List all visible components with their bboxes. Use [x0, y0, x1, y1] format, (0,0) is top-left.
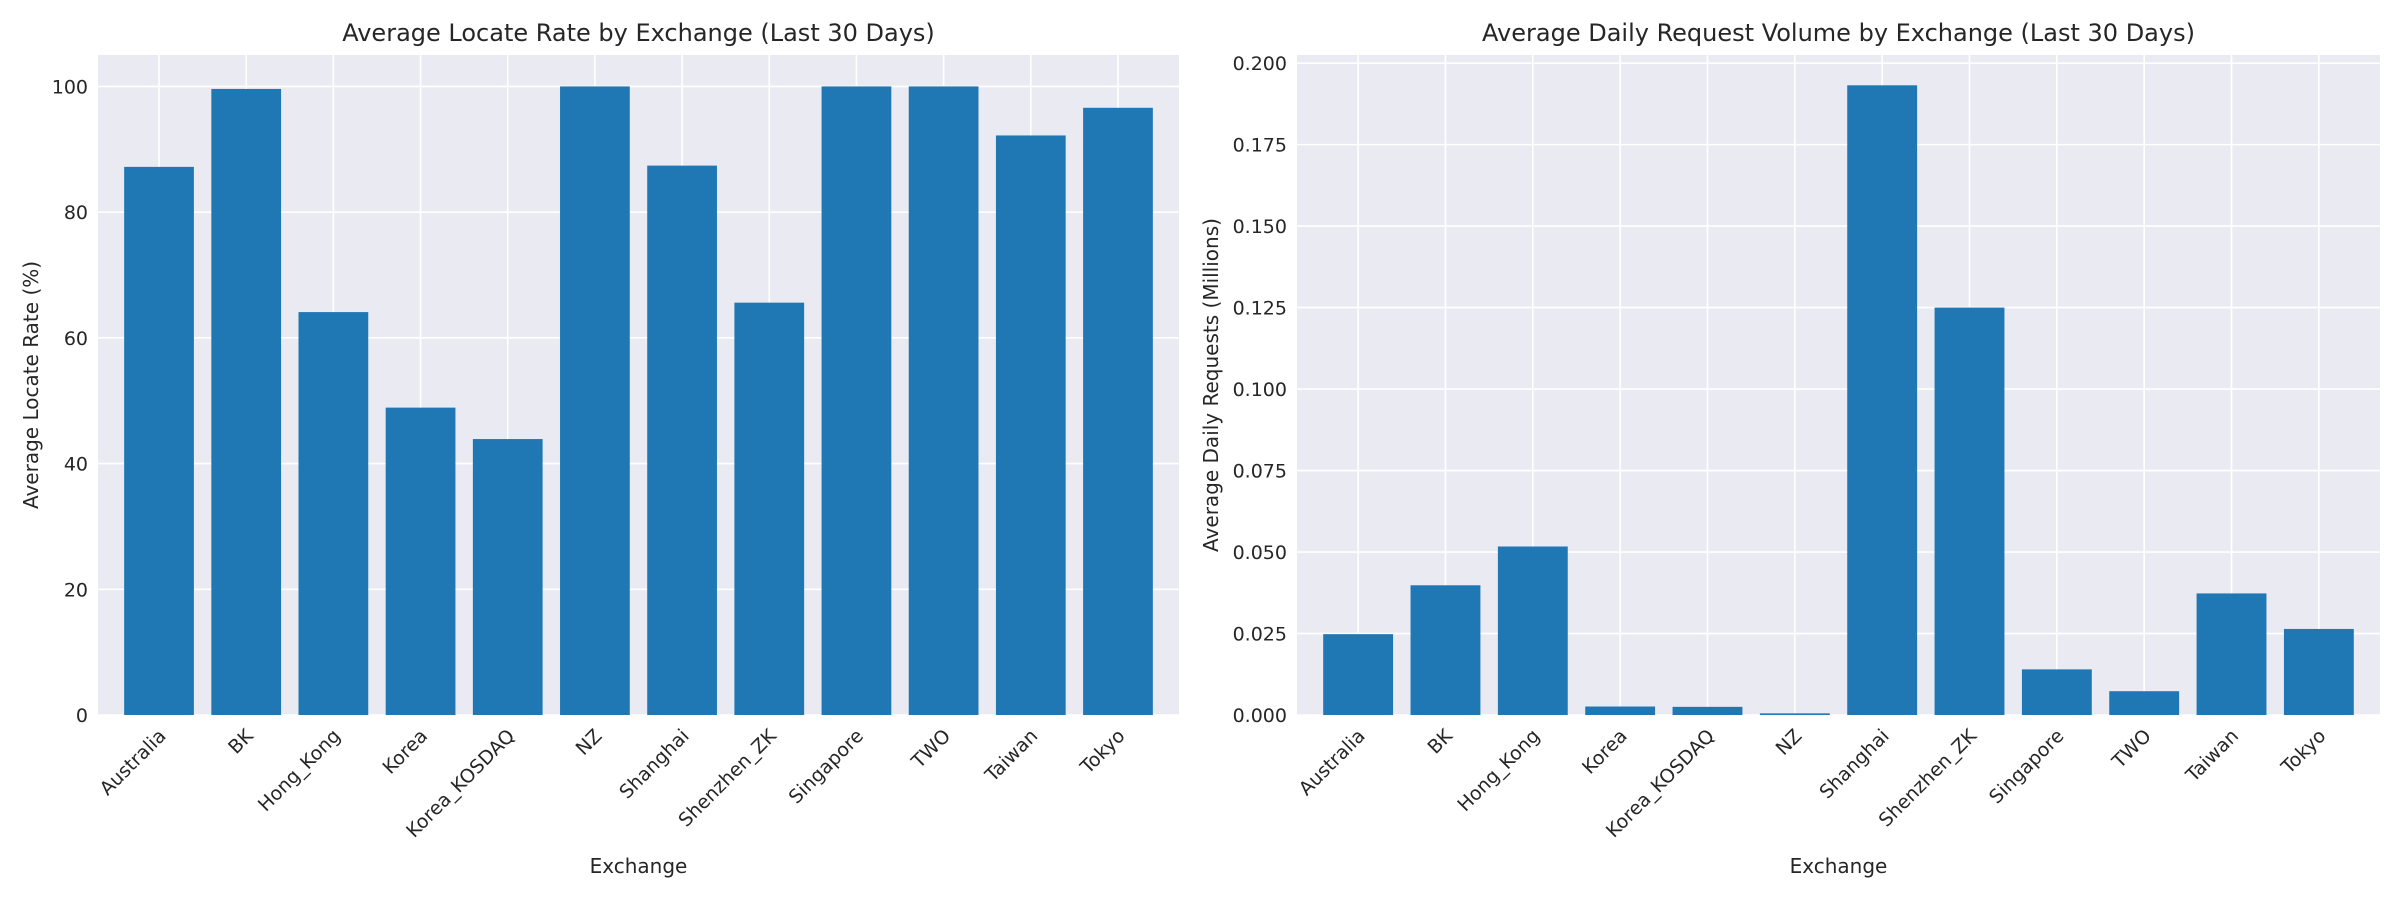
bar-tokyo — [1083, 107, 1153, 716]
bar-hong-kong — [1497, 546, 1568, 715]
bar-taiwan — [2196, 593, 2267, 715]
x-tick-label: Hong_Kong — [1453, 725, 1544, 816]
bars-locate-rate — [124, 86, 1153, 716]
x-tick-label: Shanghai — [615, 725, 693, 803]
chart-title-locate-rate: Average Locate Rate by Exchange (Last 30… — [342, 19, 935, 47]
y-tick-label: 0.050 — [1233, 542, 1287, 564]
y-tick-label: 80 — [64, 202, 88, 224]
bar-korea — [1585, 706, 1656, 715]
x-tick-label: Korea — [378, 725, 432, 779]
y-tick-label: 0.200 — [1233, 53, 1287, 75]
y-tick-label: 100 — [52, 76, 88, 98]
bar-two — [2109, 691, 2180, 715]
x-axis-label-request-volume: Exchange — [1790, 854, 1888, 878]
x-tick-label: Australia — [1295, 725, 1370, 800]
bar-bk — [1410, 585, 1481, 715]
x-axis-label-locate-rate: Exchange — [590, 854, 688, 878]
y-tick-label: 0.000 — [1233, 705, 1287, 727]
y-tick-label: 0.075 — [1233, 461, 1287, 483]
bar-nz — [560, 86, 630, 715]
bar-taiwan — [995, 135, 1066, 715]
y-tick-label: 40 — [64, 454, 88, 476]
x-tick-label: BK — [224, 725, 258, 759]
bar-two — [908, 86, 979, 715]
y-ticks-request-volume: 0.000 0.025 0.050 0.075 0.100 0.125 0.150 0.175… — [1233, 53, 1287, 727]
chart-title-request-volume: Average Daily Request Volume by Exchange… — [1482, 19, 2195, 47]
bar-singapore — [2021, 669, 2092, 715]
bar-singapore — [821, 86, 892, 715]
y-tick-label: 0.150 — [1233, 216, 1287, 238]
x-tick-label: NZ — [572, 725, 607, 760]
y-tick-label: 0 — [76, 705, 88, 727]
bar-korea-kosdaq — [472, 439, 543, 715]
bar-bk — [211, 88, 282, 715]
bar-australia — [124, 166, 194, 715]
x-tick-label: TWO — [907, 725, 955, 773]
bar-shenzhen-zk — [1934, 307, 2005, 715]
y-tick-label: 0.100 — [1233, 379, 1287, 401]
bar-hong-kong — [298, 312, 369, 715]
bar-shanghai — [647, 165, 717, 716]
x-tick-label: Shanghai — [1815, 725, 1893, 803]
x-tick-label: Tokyo — [2277, 725, 2331, 779]
x-tick-label: Korea — [1578, 725, 1632, 779]
y-axis-label-request-volume: Average Daily Requests (Millions) — [1199, 218, 1223, 552]
bar-nz — [1759, 713, 1830, 715]
x-tick-label: Singapore — [1985, 725, 2068, 808]
y-axis-label-locate-rate: Average Locate Rate (%) — [19, 261, 43, 509]
x-tick-label: Hong_Kong — [254, 725, 345, 816]
y-tick-label: 20 — [64, 579, 88, 601]
y-tick-label: 0.025 — [1233, 624, 1287, 646]
chart-request-volume: 0.000 0.025 0.050 0.075 0.100 0.125 0.150 0.175… — [1199, 19, 2380, 878]
y-tick-label: 0.175 — [1233, 135, 1287, 157]
y-tick-label: 0.125 — [1233, 298, 1287, 320]
x-tick-label: NZ — [1772, 725, 1807, 760]
x-tick-label: BK — [1423, 725, 1457, 759]
y-ticks-locate-rate: 0 20 40 60 80 100 — [52, 76, 88, 727]
x-tick-label: Australia — [96, 725, 171, 800]
bar-shenzhen-zk — [734, 302, 805, 715]
bar-australia — [1323, 634, 1394, 715]
x-tick-label: Tokyo — [1076, 725, 1130, 779]
x-tick-label: Singapore — [785, 725, 868, 808]
x-tick-label: TWO — [2107, 725, 2155, 773]
bar-shanghai — [1847, 85, 1918, 716]
y-tick-label: 60 — [64, 328, 88, 350]
bar-korea-kosdaq — [1672, 706, 1743, 715]
bar-tokyo — [2283, 628, 2354, 715]
x-tick-label: Taiwan — [2181, 725, 2243, 787]
x-tick-label: Taiwan — [980, 725, 1042, 787]
bar-korea — [385, 407, 456, 715]
bars-request-volume — [1323, 85, 2354, 716]
